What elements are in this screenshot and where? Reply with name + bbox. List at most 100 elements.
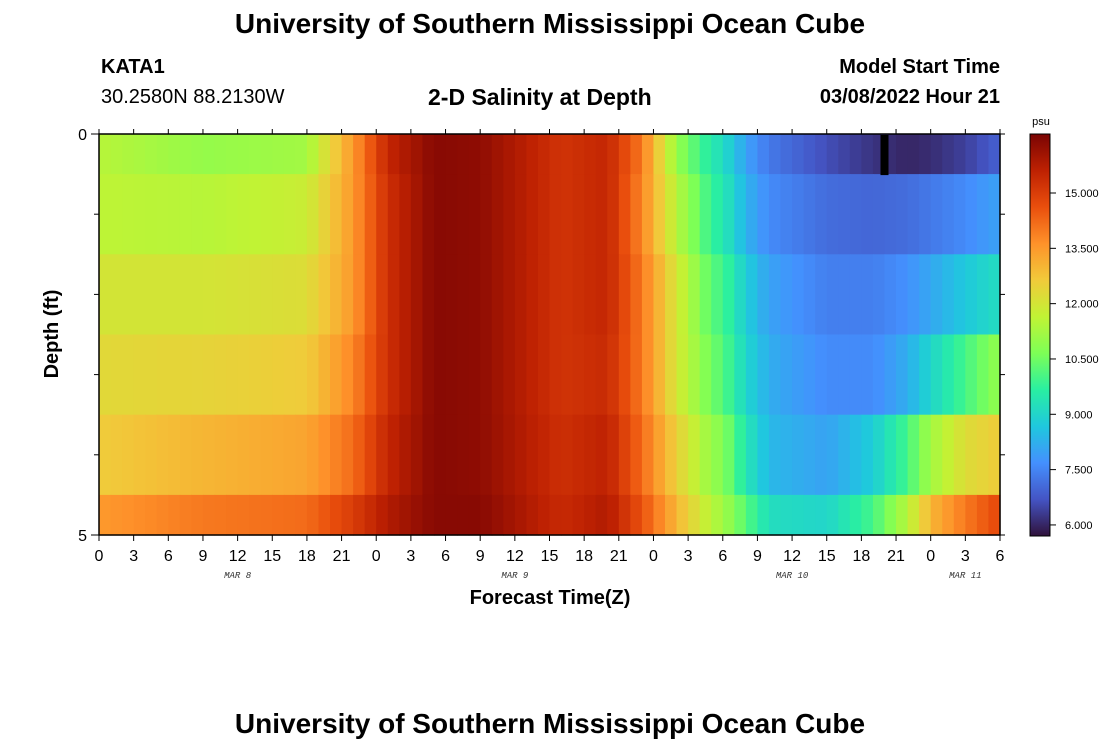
heatmap-cell [145, 174, 158, 255]
heatmap-cell [514, 414, 527, 496]
colorbar-tick-label: 9.000 [1065, 409, 1093, 421]
heatmap-cell [433, 174, 447, 255]
heatmap-cell [364, 254, 377, 336]
heatmap-cell [641, 254, 655, 336]
heatmap-cell [226, 254, 239, 336]
heatmap-cell [283, 334, 296, 416]
colorbar: psu 6.000 7.500 9.000 10.500 12.000 13.500 15.… [1029, 116, 1099, 537]
heatmap-cell [202, 174, 216, 255]
heatmap-cell [457, 134, 470, 175]
heatmap-cell [387, 414, 400, 496]
heatmap-cell [226, 174, 239, 255]
heatmap-cell [191, 134, 204, 175]
heatmap-cell [711, 134, 724, 175]
heatmap-cell [364, 134, 377, 175]
heatmap-cell [283, 174, 296, 255]
heatmap-cell [757, 494, 770, 536]
heatmap-cell [410, 414, 424, 496]
heatmap-cell [376, 334, 389, 416]
heatmap-cell [249, 334, 262, 416]
heatmap-cell [919, 174, 932, 255]
heatmap-cell [953, 254, 966, 336]
heatmap-cell [665, 254, 678, 336]
heatmap-cell [168, 254, 181, 336]
heatmap-cell [145, 494, 158, 536]
heatmap-cell [745, 334, 759, 416]
colorbar-tick-label: 6.000 [1065, 520, 1093, 532]
heatmap-cell [942, 134, 955, 175]
heatmap-cell [237, 414, 250, 496]
day-label: MAR 9 [501, 571, 529, 581]
heatmap-cell [641, 334, 655, 416]
heatmap-cell [122, 494, 135, 536]
heatmap-cell [722, 494, 735, 536]
heatmap-cell [618, 134, 631, 175]
heatmap-cell [422, 174, 435, 255]
heatmap-cell [503, 254, 516, 336]
heatmap-cell [179, 134, 193, 175]
heatmap-cell [156, 494, 169, 536]
heatmap-cell [422, 254, 435, 336]
heatmap-cell [665, 334, 678, 416]
heatmap-cell [745, 494, 759, 536]
heatmap-cell [503, 414, 516, 496]
heatmap-cell [653, 494, 666, 536]
heatmap-cell [283, 494, 296, 536]
heatmap-cell [387, 334, 400, 416]
heatmap-cell [503, 334, 516, 416]
heatmap-cell [491, 254, 504, 336]
heatmap-cell [630, 254, 643, 336]
heatmap-cell [480, 334, 493, 416]
heatmap-cell [618, 414, 631, 496]
heatmap-cell [179, 334, 193, 416]
heatmap-cell [688, 254, 701, 336]
y-tick-label: 0 [78, 127, 87, 144]
heatmap-cell [942, 334, 955, 416]
heatmap-cell [780, 174, 793, 255]
heatmap-cell [272, 494, 285, 536]
heatmap-cell [953, 494, 966, 536]
x-tick-label: 3 [684, 548, 693, 565]
heatmap-cell [849, 334, 862, 416]
heatmap-cell [734, 254, 747, 336]
x-tick-label: 15 [541, 548, 559, 565]
heatmap-cell [353, 254, 366, 336]
colorbar-tick-label: 10.500 [1065, 354, 1099, 366]
heatmap-cell [584, 254, 597, 336]
heatmap-cell [156, 174, 169, 255]
heatmap-cell [133, 494, 146, 536]
heatmap-cell [896, 174, 909, 255]
heatmap-cell [422, 494, 435, 536]
heatmap-cell [838, 254, 851, 336]
x-tick-label: 18 [852, 548, 870, 565]
heatmap-cell [630, 414, 643, 496]
heatmap-cell [237, 134, 250, 175]
heatmap-cell [641, 134, 655, 175]
heatmap-cell [214, 254, 227, 336]
heatmap-cell [491, 174, 504, 255]
heatmap-cell [399, 254, 412, 336]
heatmap-cell [410, 174, 424, 255]
heatmap-cell [792, 414, 805, 496]
heatmap-cell [919, 334, 932, 416]
heatmap-cell [491, 414, 504, 496]
heatmap-cell [468, 494, 481, 536]
heatmap-cell [468, 254, 481, 336]
heatmap-cell [433, 334, 447, 416]
heatmap-cell [514, 254, 527, 336]
heatmap-cell [156, 134, 169, 175]
heatmap-cell [838, 414, 851, 496]
heatmap-cell [341, 494, 354, 536]
heatmap-cell [607, 494, 620, 536]
heatmap-cell [549, 494, 562, 536]
heatmap-cell [110, 494, 123, 536]
heatmap-cell [168, 414, 181, 496]
heatmap-cell [618, 494, 631, 536]
heatmap-cell [376, 254, 389, 336]
heatmap-cell [445, 134, 458, 175]
heatmap-cell [249, 414, 262, 496]
heatmap-cell [826, 414, 839, 496]
heatmap-cell [572, 174, 585, 255]
heatmap-cell [665, 414, 678, 496]
heatmap-cell [792, 334, 805, 416]
